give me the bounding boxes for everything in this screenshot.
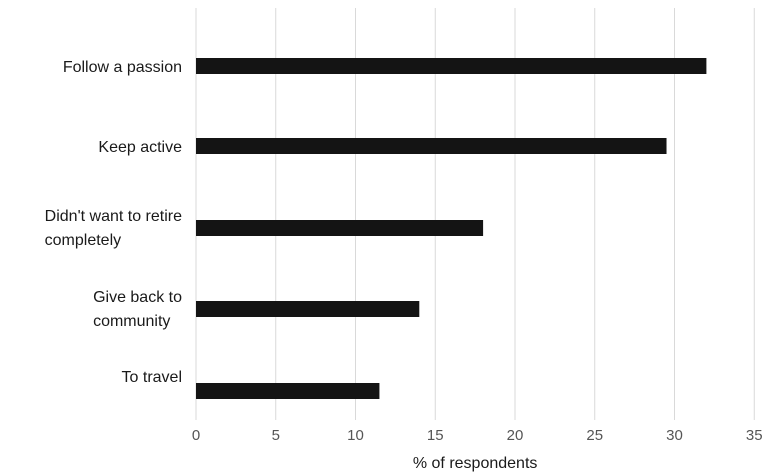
x-tick-label-35: 35 <box>746 427 763 444</box>
x-tick-label-30: 30 <box>666 427 683 444</box>
bar-2 <box>196 220 484 236</box>
category-labels: Follow a passion Keep active Didn't want t… <box>45 59 182 386</box>
x-axis-title: % of respondents <box>413 455 538 472</box>
bars <box>196 58 707 399</box>
bar-3 <box>196 301 420 317</box>
category-label-2-line-0: Didn't want to retire <box>45 208 182 225</box>
category-label-3-line-1: community <box>93 313 170 330</box>
category-label-4: To travel <box>122 369 182 386</box>
gridlines <box>195 8 755 420</box>
x-tick-label-5: 5 <box>272 427 280 444</box>
category-label-3-line-0: Give back to <box>93 289 182 306</box>
category-label-0: Follow a passion <box>63 59 182 76</box>
x-tick-label-15: 15 <box>427 427 444 444</box>
x-tick-labels: 0 5 10 15 20 25 30 35 <box>192 427 763 444</box>
category-label-1: Keep active <box>98 139 182 156</box>
x-tick-label-25: 25 <box>586 427 603 444</box>
category-label-2: Didn't want to retire completely <box>45 208 182 249</box>
bar-4 <box>196 383 380 399</box>
x-tick-label-10: 10 <box>347 427 364 444</box>
category-label-3: Give back to community <box>93 289 182 330</box>
category-label-2-line-1: completely <box>45 232 121 249</box>
bar-0 <box>196 58 707 74</box>
x-tick-label-0: 0 <box>192 427 200 444</box>
bar-1 <box>196 138 667 154</box>
x-tick-label-20: 20 <box>507 427 524 444</box>
